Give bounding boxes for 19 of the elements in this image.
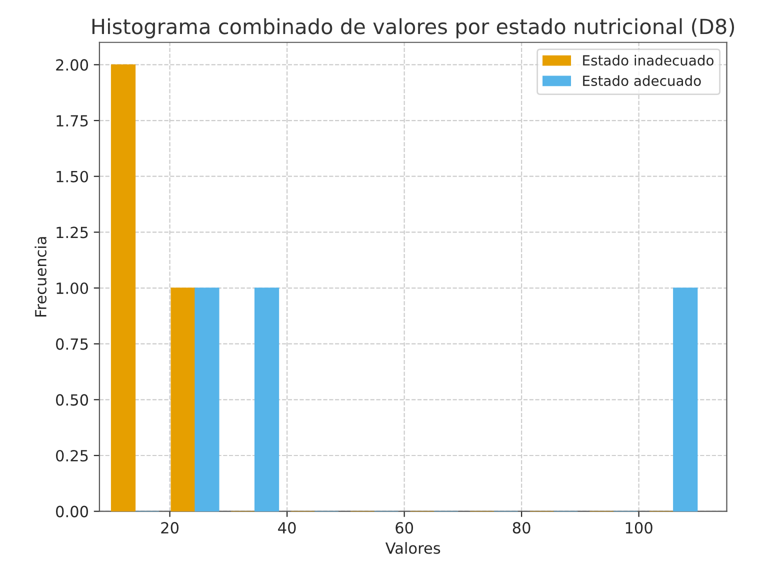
- x-tick-label: 80: [512, 522, 530, 534]
- y-tick-label: 1.50: [56, 170, 88, 182]
- y-tick-label: 0.50: [56, 394, 88, 406]
- chart-title: Histograma combinado de valores por estado nutricional (D8): [92, 18, 734, 38]
- y-tick-label: 2.00: [56, 59, 88, 71]
- x-tick-label: 20: [161, 522, 179, 534]
- x-axis-title: Valores: [385, 542, 440, 554]
- y-tick-label: 0.25: [56, 450, 88, 462]
- x-tick-label: 100: [626, 522, 652, 534]
- y-tick-label: 1.25: [56, 226, 88, 238]
- y-tick-label: 1.75: [56, 115, 88, 127]
- y-axis-title: Frecuencia: [34, 237, 46, 316]
- y-tick-label: 1.00: [56, 282, 88, 294]
- y-tick-label: 0.75: [56, 338, 88, 350]
- legend-label: Estado adecuado: [583, 75, 701, 86]
- y-tick-label: 0.00: [56, 506, 88, 518]
- x-tick-label: 60: [396, 522, 414, 534]
- legend-label: Estado inadecuado: [583, 54, 714, 66]
- x-tick-label: 40: [278, 522, 296, 534]
